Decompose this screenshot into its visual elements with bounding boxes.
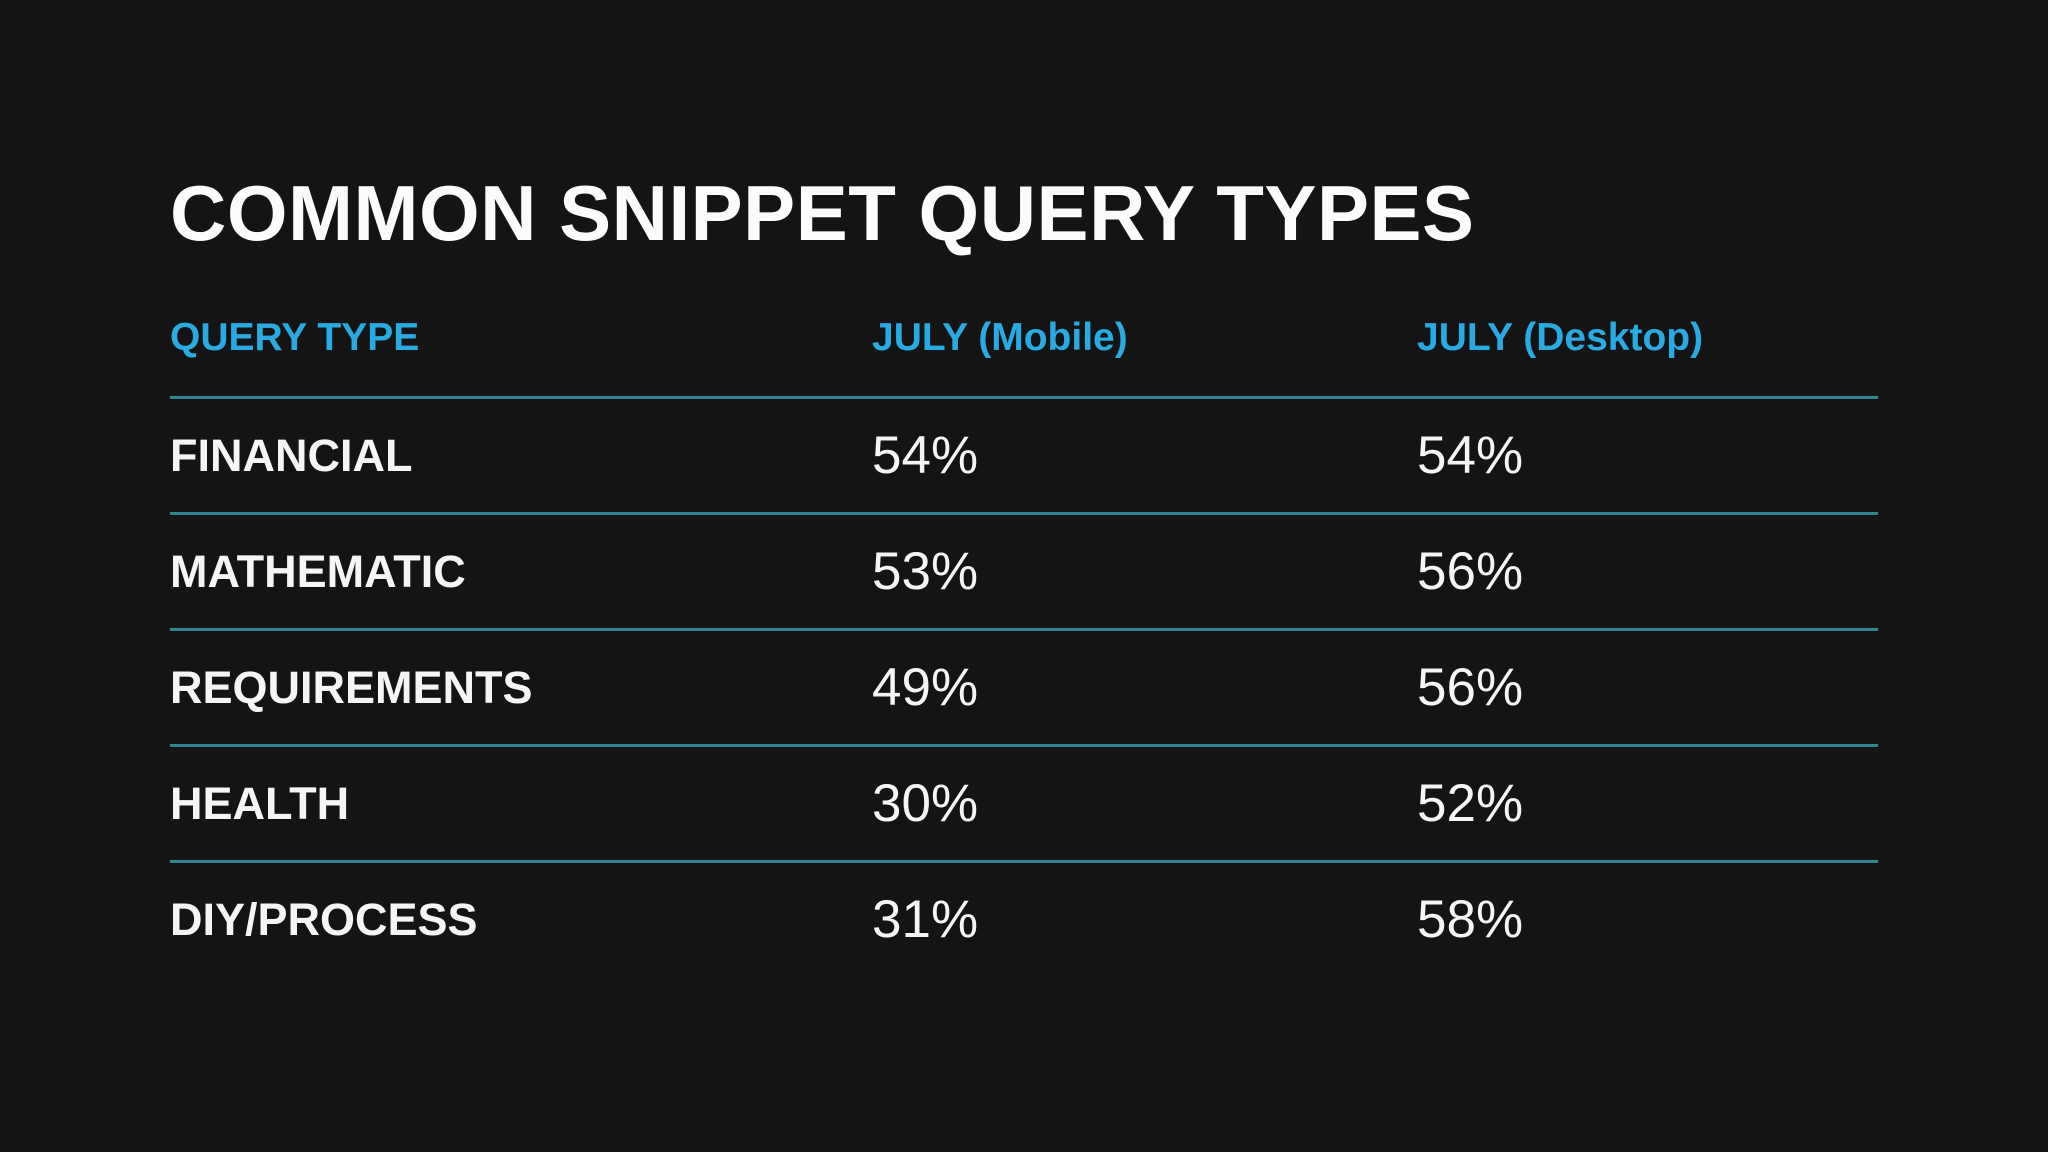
header-cell-july-mobile: JULY (Mobile) (872, 316, 1128, 359)
july-mobile-cell: 53% (872, 542, 979, 601)
query-type-cell: REQUIREMENTS (170, 661, 533, 713)
query-type-cell: MATHEMATIC (170, 545, 466, 597)
july-desktop-cell: 54% (1417, 426, 1524, 485)
table-row: MATHEMATIC 53% 56% (170, 515, 1878, 631)
table-row: HEALTH 30% 52% (170, 747, 1878, 863)
query-type-cell: DIY/PROCESS (170, 893, 478, 945)
table-row: FINANCIAL 54% 54% (170, 399, 1878, 515)
july-desktop-cell: 52% (1417, 774, 1524, 833)
query-type-cell: FINANCIAL (170, 429, 413, 481)
july-mobile-cell: 54% (872, 426, 979, 485)
july-mobile-cell: 31% (872, 890, 979, 949)
july-desktop-cell: 56% (1417, 658, 1524, 717)
table-row: DIY/PROCESS 31% 58% (170, 863, 1878, 976)
header-cell-query-type: QUERY TYPE (170, 316, 420, 359)
data-table: QUERY TYPE JULY (Mobile) JULY (Desktop) … (170, 316, 1878, 976)
table-body: FINANCIAL 54% 54% MATHEMATIC 53% 56% REQ… (170, 399, 1878, 976)
table-header-row: QUERY TYPE JULY (Mobile) JULY (Desktop) (170, 316, 1878, 399)
july-desktop-cell: 58% (1417, 890, 1524, 949)
july-mobile-cell: 49% (872, 658, 979, 717)
july-desktop-cell: 56% (1417, 542, 1524, 601)
july-mobile-cell: 30% (872, 774, 979, 833)
page-title: COMMON SNIPPET QUERY TYPES (170, 169, 1475, 257)
query-type-cell: HEALTH (170, 777, 350, 829)
table-row: REQUIREMENTS 49% 56% (170, 631, 1878, 747)
header-cell-july-desktop: JULY (Desktop) (1417, 316, 1704, 359)
